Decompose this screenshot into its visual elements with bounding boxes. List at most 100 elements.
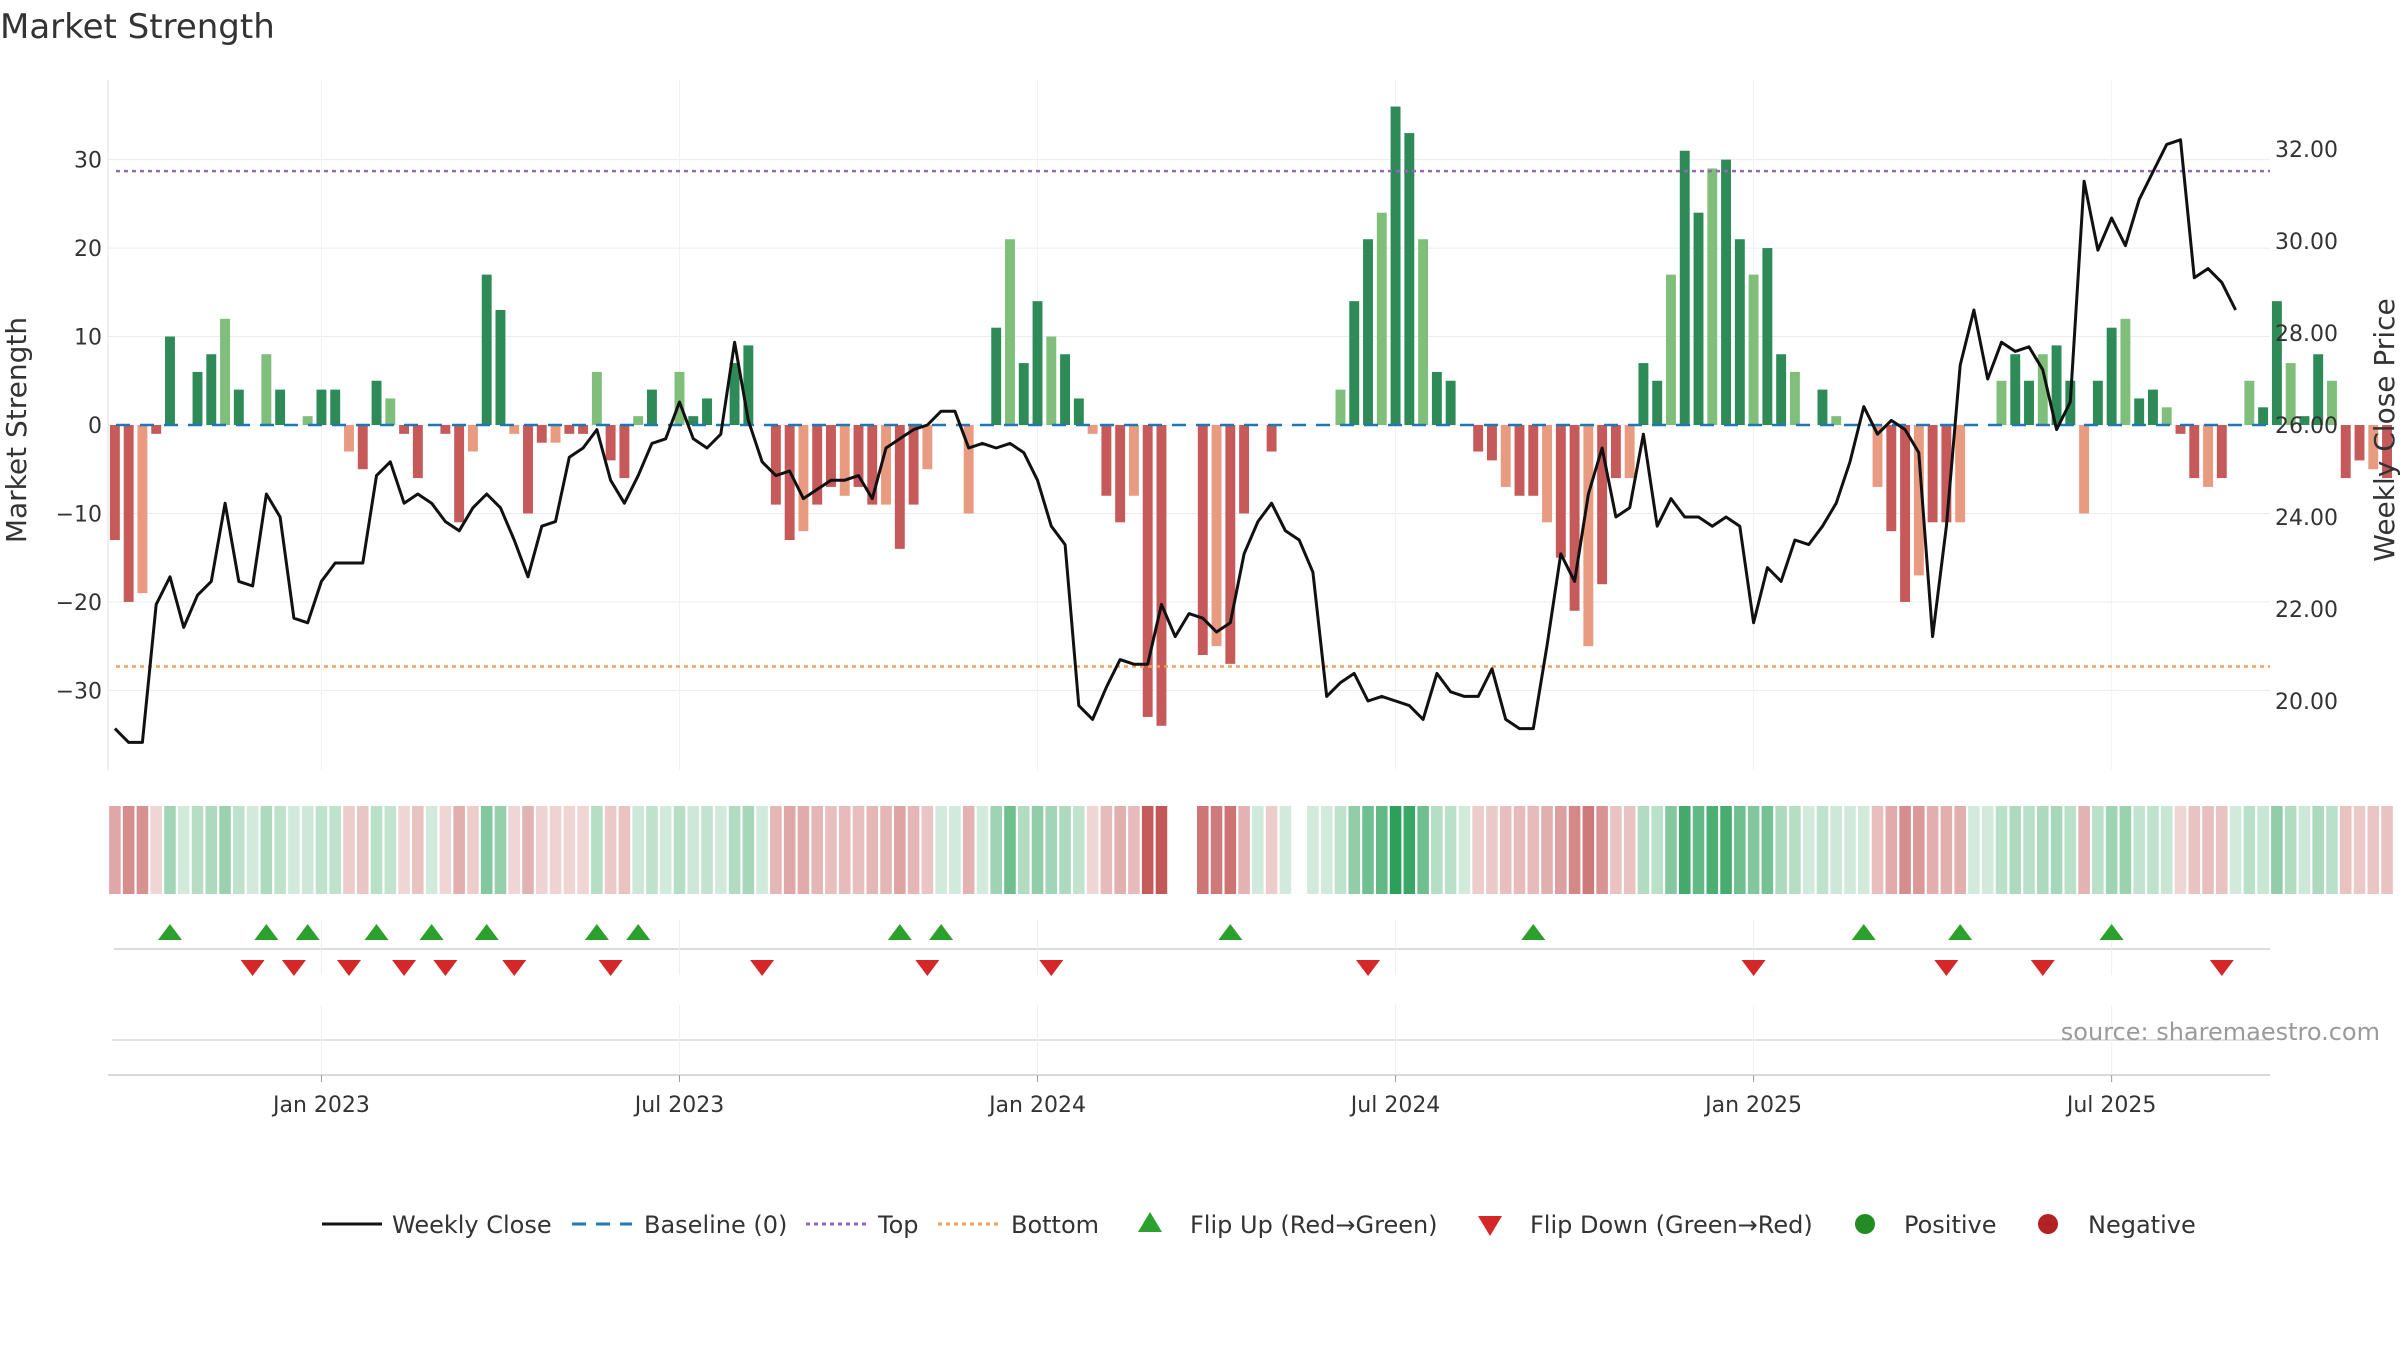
heat-cell <box>2339 806 2352 894</box>
right-tick-label: 28.00 <box>2275 322 2338 347</box>
heat-cell <box>1499 806 1512 894</box>
strength-bar-negative <box>2368 425 2379 470</box>
heat-cell <box>1362 806 1374 894</box>
legend-bottom: Bottom <box>938 1211 1099 1239</box>
strength-bar-positive <box>674 371 685 425</box>
heat-cell <box>1665 806 1677 894</box>
legend-weekly-close-label: Weekly Close <box>392 1211 552 1239</box>
heat-cell <box>2326 806 2338 894</box>
heat-cell <box>1844 806 1856 894</box>
left-tick-label: 0 <box>88 414 102 439</box>
flip-up-marker <box>584 924 609 940</box>
heat-cell <box>1004 806 1016 894</box>
heat-cell <box>1651 806 1663 894</box>
strength-bar-positive <box>591 371 602 425</box>
strength-bar-negative <box>922 425 933 470</box>
heat-cell <box>715 806 727 894</box>
heat-cell <box>1100 806 1113 894</box>
heat-cell <box>1045 806 1058 894</box>
heat-cell <box>1775 806 1787 894</box>
legend-top: Top <box>806 1211 919 1239</box>
heat-cell <box>2298 806 2311 894</box>
flip-up-marker <box>1218 924 1243 940</box>
strength-bar-negative <box>1197 425 1208 655</box>
heat-cell <box>1073 806 1085 894</box>
flip-down-marker <box>502 960 527 976</box>
heat-cell <box>1472 806 1484 894</box>
heat-cell <box>880 806 892 894</box>
strength-bar-negative <box>839 425 850 496</box>
heat-cell <box>1802 806 1815 894</box>
strength-bar-positive <box>2120 318 2131 425</box>
flip-down-marker <box>336 960 361 976</box>
strength-bar-positive <box>1789 371 1800 425</box>
strength-bar-negative <box>550 425 561 443</box>
legend-bottom-label: Bottom <box>1011 1211 1099 1239</box>
strength-bar-negative <box>578 425 589 434</box>
strength-bar-positive <box>1376 212 1387 425</box>
heat-cell <box>1596 806 1608 894</box>
strength-bar-positive <box>1032 301 1043 425</box>
strength-bar-negative <box>123 425 134 602</box>
strength-bar-positive <box>385 398 396 425</box>
strength-bar-positive <box>1679 150 1690 425</box>
heat-cell <box>1114 806 1126 894</box>
left-tick-label: 20 <box>74 237 102 262</box>
flip-down-marker <box>1741 960 1766 976</box>
strength-bar-negative <box>2216 425 2227 479</box>
legend-top-label: Top <box>877 1211 919 1239</box>
heat-cell <box>604 806 617 894</box>
strength-bar-positive <box>2051 345 2062 425</box>
strength-bar-positive <box>1776 354 1787 425</box>
heat-cell <box>1899 806 1911 894</box>
heat-cell <box>1637 806 1650 894</box>
x-tick-label: Jan 2023 <box>271 1093 370 1118</box>
flip-up-marker <box>157 924 182 940</box>
flip-down-marker <box>598 960 623 976</box>
flip-down-marker <box>2030 960 2055 976</box>
heat-cell <box>467 806 479 894</box>
strength-bar-positive <box>206 354 217 425</box>
heat-cell <box>1210 806 1223 894</box>
flip-down-marker <box>433 960 458 976</box>
heat-cell <box>288 806 300 894</box>
strength-bar-negative <box>1087 425 1098 434</box>
heat-cell <box>921 806 934 894</box>
heat-cell <box>122 806 135 894</box>
strength-bar-positive <box>371 380 382 425</box>
heat-cell <box>1968 806 1980 894</box>
strength-bars <box>109 106 2393 726</box>
strength-heat-strip <box>109 806 2393 894</box>
heat-cell <box>1926 806 1939 894</box>
strength-bar-negative <box>826 425 836 487</box>
heat-cell <box>935 806 947 894</box>
strength-bar-positive <box>1445 380 1456 425</box>
heat-cell <box>1568 806 1581 894</box>
heat-cell <box>1513 806 1526 894</box>
right-tick-label: 30.00 <box>2275 230 2338 255</box>
heat-cell <box>2133 806 2145 894</box>
heat-cell <box>453 806 465 894</box>
heat-cell <box>1720 806 1732 894</box>
heat-cell <box>866 806 879 894</box>
heat-cell <box>591 806 603 894</box>
strength-bar-negative <box>344 425 354 452</box>
heat-cell <box>894 806 906 894</box>
heat-cell <box>1252 806 1264 894</box>
strength-bar-negative <box>1624 425 1635 479</box>
strength-bar-positive <box>729 363 740 425</box>
strength-bar-negative <box>1473 425 1484 452</box>
strength-bar-negative <box>454 425 465 523</box>
right-tick-label: 24.00 <box>2275 506 2338 531</box>
left-tick-label: 10 <box>74 326 102 351</box>
strength-bar-positive <box>2161 407 2172 425</box>
heat-cell <box>2284 806 2297 894</box>
heat-cell <box>1610 806 1622 894</box>
heat-cell <box>1816 806 1829 894</box>
heat-cell <box>1307 806 1319 894</box>
heat-cell <box>770 806 782 894</box>
strength-bar-positive <box>2271 301 2282 425</box>
flip-down-marker <box>1039 960 1064 976</box>
strength-bar-negative <box>1486 425 1497 461</box>
strength-bar-positive <box>2010 354 2021 425</box>
